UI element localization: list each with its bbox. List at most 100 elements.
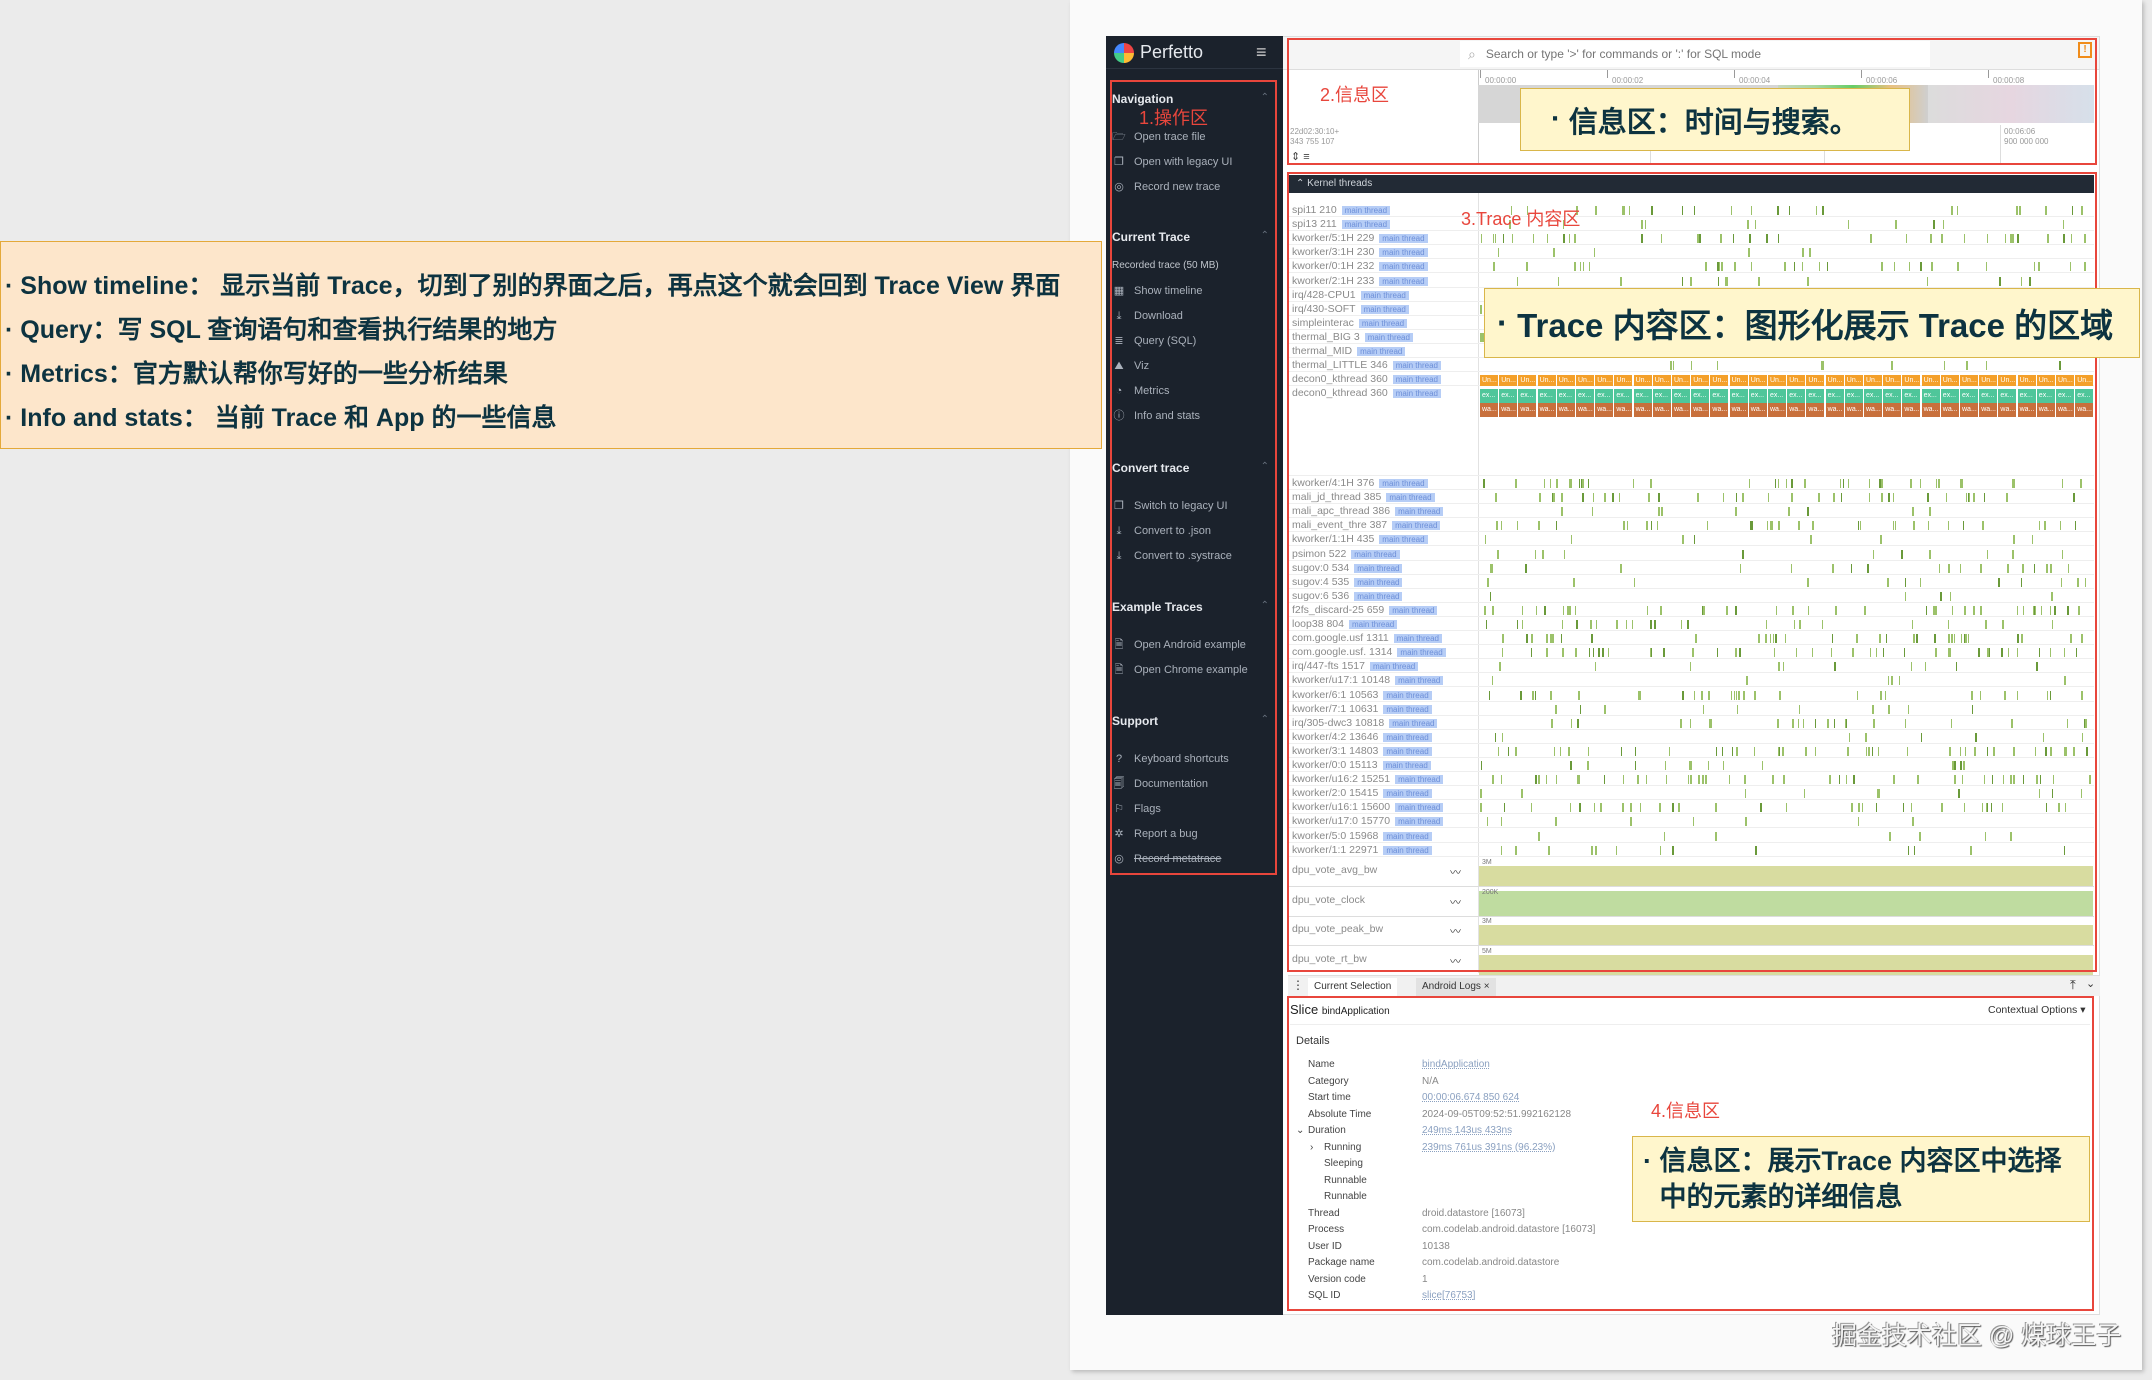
thread-state-mark[interactable] — [1784, 634, 1787, 644]
thread-state-mark[interactable] — [1956, 206, 1959, 215]
thread-state-mark[interactable] — [1721, 262, 1723, 272]
thread-state-mark[interactable] — [1738, 690, 1740, 700]
tab-current-selection[interactable]: Current Selection — [1308, 978, 1398, 996]
slice[interactable]: ex... — [1595, 389, 1614, 403]
slice[interactable]: wa... — [2056, 403, 2074, 417]
thread-state-mark[interactable] — [1538, 521, 1540, 531]
track-row[interactable]: sugov:6 536 main thread — [1288, 589, 2094, 603]
thread-state-mark[interactable] — [2038, 262, 2040, 272]
thread-state-mark[interactable] — [1486, 817, 1489, 827]
thread-state-mark[interactable] — [2077, 577, 2079, 587]
thread-state-mark[interactable] — [1632, 479, 1635, 488]
slice[interactable]: wa... — [2036, 403, 2055, 417]
thread-state-mark[interactable] — [1735, 493, 1738, 503]
thread-state-mark[interactable] — [1532, 690, 1534, 700]
slice[interactable]: wa... — [1979, 403, 1998, 417]
slice[interactable]: ex... — [1979, 389, 1998, 403]
thread-state-mark[interactable] — [2059, 521, 2062, 531]
thread-state-mark[interactable] — [1663, 831, 1666, 841]
thread-state-mark[interactable] — [1783, 775, 1785, 785]
thread-state-mark[interactable] — [2081, 206, 2083, 215]
thread-state-mark[interactable] — [1927, 521, 1930, 531]
thread-state-mark[interactable] — [2045, 206, 2047, 215]
thread-state-mark[interactable] — [1569, 605, 1571, 615]
thread-state-mark[interactable] — [1954, 761, 1956, 770]
slice[interactable]: ex... — [1672, 389, 1690, 403]
thread-state-mark[interactable] — [1705, 262, 1707, 272]
slice[interactable]: ex... — [2017, 389, 2036, 403]
thread-state-mark[interactable] — [1884, 690, 1887, 700]
thread-state-mark[interactable] — [1702, 775, 1704, 785]
thread-state-mark[interactable] — [1646, 521, 1649, 531]
thread-state-mark[interactable] — [1659, 803, 1661, 813]
thread-state-mark[interactable] — [2061, 479, 2064, 488]
thread-state-mark[interactable] — [2016, 690, 2019, 700]
slice[interactable]: ex... — [1480, 389, 1498, 403]
slice[interactable]: Un... — [1921, 375, 1940, 386]
thread-state-mark[interactable] — [1672, 845, 1674, 855]
track-row[interactable]: decon0_kthread 360 main thread — [1288, 372, 2094, 386]
thread-state-mark[interactable] — [1573, 577, 1575, 587]
slice[interactable]: ex... — [1825, 389, 1844, 403]
thread-state-mark[interactable] — [2049, 648, 2051, 658]
slice[interactable]: wa... — [1652, 403, 1671, 417]
thread-state-mark[interactable] — [2029, 276, 2031, 286]
thread-state-mark[interactable] — [2033, 563, 2036, 573]
thread-state-mark[interactable] — [2017, 234, 2019, 244]
thread-state-mark[interactable] — [1668, 746, 1671, 756]
thread-state-mark[interactable] — [1568, 746, 1570, 756]
thread-state-mark[interactable] — [1639, 803, 1642, 813]
track-row[interactable]: com.google.usf 1311 main thread — [1288, 631, 2094, 646]
thread-state-mark[interactable] — [1978, 648, 1980, 658]
slice[interactable]: Un... — [1729, 375, 1748, 386]
thread-state-mark[interactable] — [1986, 234, 1989, 244]
thread-state-mark[interactable] — [2075, 648, 2078, 658]
thread-state-mark[interactable] — [1487, 577, 1489, 587]
thread-state-mark[interactable] — [1777, 206, 1779, 215]
collapse-all-icon[interactable]: ⇕ ≡ — [1291, 151, 1310, 163]
thread-state-mark[interactable] — [1772, 634, 1775, 644]
thread-state-mark[interactable] — [1638, 690, 1640, 700]
thread-state-mark[interactable] — [1530, 803, 1533, 813]
thread-state-mark[interactable] — [2021, 634, 2023, 644]
thread-state-mark[interactable] — [1926, 276, 1929, 286]
thread-state-mark[interactable] — [1492, 775, 1494, 785]
thread-state-mark[interactable] — [1521, 789, 1523, 799]
thread-state-mark[interactable] — [1555, 817, 1557, 827]
thread-state-mark[interactable] — [1971, 690, 1973, 700]
thread-state-mark[interactable] — [2045, 746, 2047, 756]
thread-state-mark[interactable] — [1986, 549, 1989, 559]
thread-state-mark[interactable] — [1958, 789, 1960, 799]
thread-state-mark[interactable] — [1693, 535, 1696, 545]
thread-state-mark[interactable] — [2011, 479, 2014, 488]
thread-state-mark[interactable] — [1784, 262, 1786, 272]
thread-state-mark[interactable] — [1485, 620, 1488, 629]
thread-state-mark[interactable] — [1555, 704, 1557, 714]
thread-state-mark[interactable] — [1560, 634, 1563, 644]
thread-state-mark[interactable] — [1630, 817, 1632, 827]
track-row[interactable]: kworker/u16:1 15600 main thread — [1288, 800, 2094, 815]
thread-state-mark[interactable] — [1812, 521, 1814, 531]
thread-state-mark[interactable] — [1526, 262, 1528, 272]
thread-state-mark[interactable] — [1818, 262, 1820, 272]
thread-state-mark[interactable] — [1839, 479, 1842, 488]
slice[interactable]: ex... — [1633, 389, 1652, 403]
thread-state-mark[interactable] — [1620, 563, 1622, 573]
thread-state-mark[interactable] — [1980, 605, 1982, 615]
thread-state-mark[interactable] — [2064, 803, 2067, 813]
thread-state-mark[interactable] — [1963, 803, 1966, 813]
thread-state-mark[interactable] — [1634, 761, 1636, 770]
thread-state-mark[interactable] — [1948, 563, 1950, 573]
thread-state-mark[interactable] — [1701, 690, 1703, 700]
thread-state-mark[interactable] — [1856, 690, 1859, 700]
thread-state-mark[interactable] — [1495, 493, 1497, 503]
thread-state-mark[interactable] — [1938, 563, 1941, 573]
thread-state-mark[interactable] — [1499, 662, 1501, 672]
thread-state-mark[interactable] — [1494, 732, 1497, 742]
thread-state-mark[interactable] — [1563, 549, 1566, 559]
thread-state-mark[interactable] — [1822, 361, 1824, 371]
thread-state-mark[interactable] — [1612, 493, 1614, 503]
thread-state-mark[interactable] — [1879, 634, 1881, 644]
thread-state-mark[interactable] — [1575, 648, 1577, 658]
thread-state-mark[interactable] — [1553, 248, 1555, 258]
